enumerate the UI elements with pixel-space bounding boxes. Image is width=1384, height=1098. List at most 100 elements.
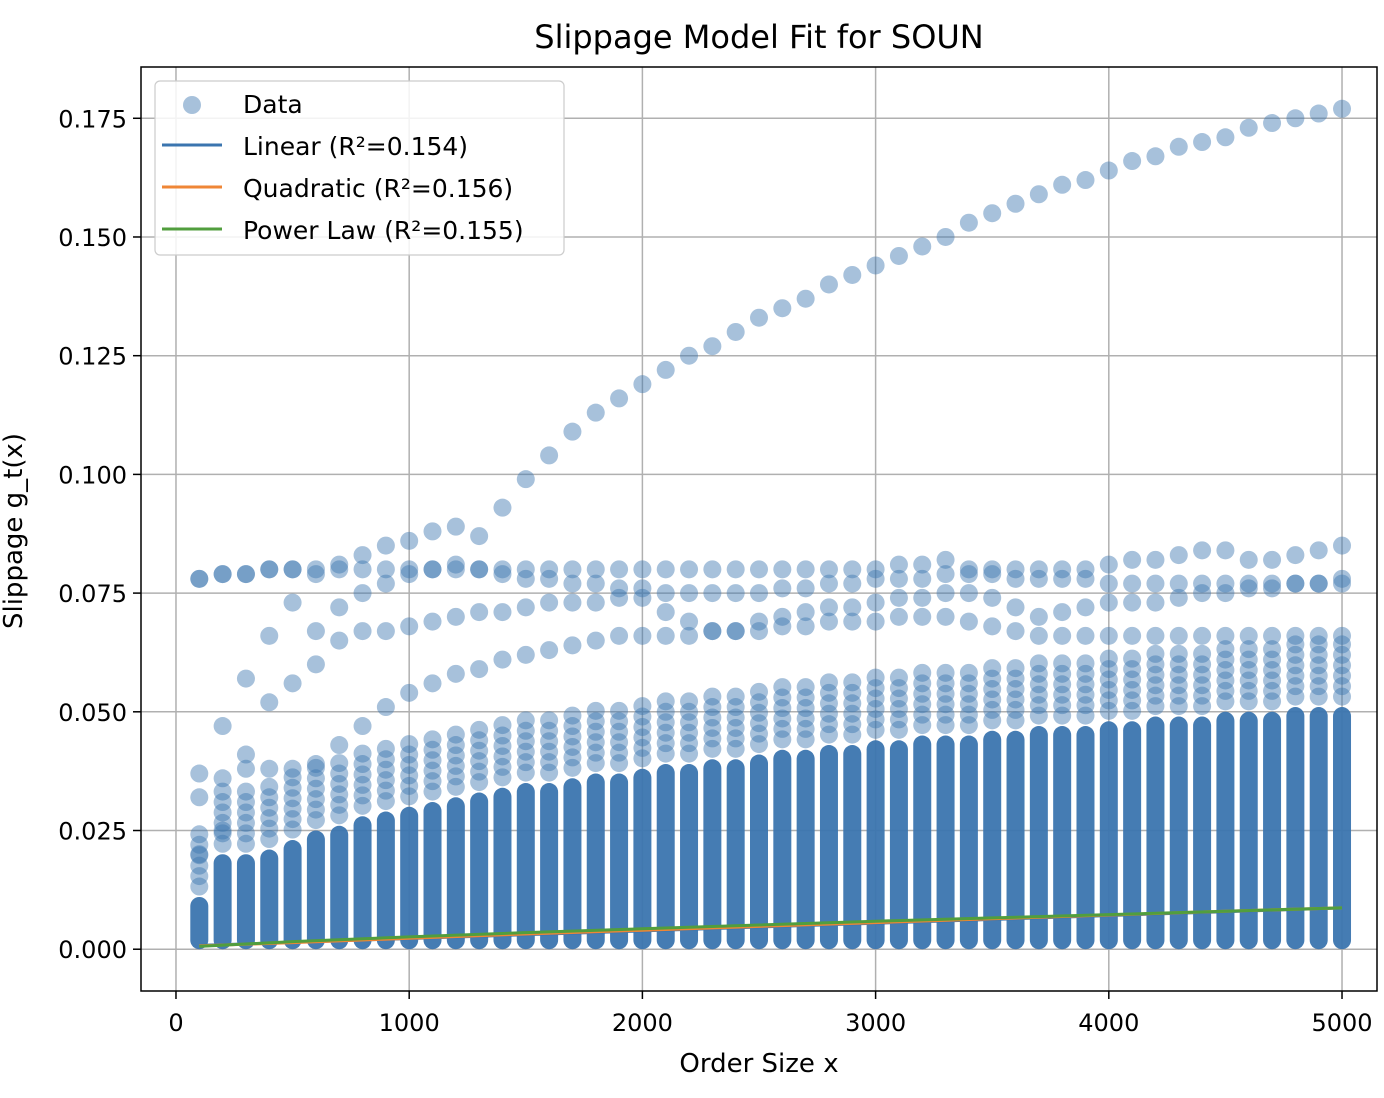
data-point [213,834,232,853]
data-point [773,709,792,728]
data-point [470,741,489,760]
data-point [283,560,302,579]
data-point [446,756,465,775]
data-band-column [1053,726,1072,950]
data-point [1333,677,1352,696]
data-point [959,684,978,703]
data-point [1076,675,1095,694]
data-point [516,753,535,772]
data-point [540,732,559,751]
data-point [1193,541,1212,560]
data-point [843,574,862,593]
data-point [1053,696,1072,715]
data-point [493,560,512,579]
data-point [680,612,699,631]
data-point [540,560,559,579]
data-point [516,732,535,751]
data-band-column [983,730,1002,950]
data-band-column [610,773,629,950]
x-tick-label: 3000 [845,1009,906,1037]
data-point [866,560,885,579]
data-point [983,659,1002,678]
data-band-column [493,787,512,950]
data-point [540,569,559,588]
data-point [330,795,349,814]
data-point [656,723,675,742]
data-point [1006,194,1025,213]
data-point [1029,654,1048,673]
data-point [236,813,255,832]
data-point [446,767,465,786]
data-point [1309,656,1328,675]
data-point [353,744,372,763]
data-point [1239,579,1258,598]
data-point [470,773,489,792]
data-point [983,560,1002,579]
data-point [470,603,489,622]
data-point [703,560,722,579]
data-point [1286,666,1305,685]
data-point [330,754,349,773]
data-point [1053,626,1072,645]
data-point [1216,541,1235,560]
data-point [703,698,722,717]
data-point [959,584,978,603]
data-point [610,733,629,752]
data-point [680,560,699,579]
data-point [1169,588,1188,607]
data-point [726,739,745,758]
data-point [1216,584,1235,603]
data-point [703,739,722,758]
data-point [1193,665,1212,684]
data-point [353,622,372,641]
data-point [1053,603,1072,622]
data-point [306,779,325,798]
data-point [470,527,489,546]
data-point [1239,626,1258,645]
data-point [493,498,512,517]
data-point [1006,711,1025,730]
data-point [1006,622,1025,641]
data-point [936,607,955,626]
data-point [843,612,862,631]
data-point [1169,676,1188,695]
data-band-column [353,816,372,950]
data-point [260,830,279,849]
data-point [1123,574,1142,593]
data-point [656,360,675,379]
data-point [726,698,745,717]
data-point [330,736,349,755]
data-point [1309,541,1328,560]
data-point [423,730,442,749]
data-point [1006,690,1025,709]
data-point [866,668,885,687]
data-point [1309,574,1328,593]
data-point [703,584,722,603]
data-point [516,721,535,740]
data-point [1193,644,1212,663]
data-point [190,569,209,588]
data-point [1239,671,1258,690]
data-point [1333,574,1352,593]
data-point [1333,99,1352,118]
data-point [889,679,908,698]
data-point [796,730,815,749]
data-point [1286,656,1305,675]
data-point [936,550,955,569]
data-point [726,708,745,727]
data-point [563,748,582,767]
data-point [959,565,978,584]
data-point [866,256,885,275]
data-band-column [843,745,862,950]
data-point [819,612,838,631]
data-band-column [796,749,815,950]
data-point [1216,626,1235,645]
data-point [213,782,232,801]
data-point [400,683,419,702]
data-point [610,389,629,408]
data-band-column [1309,707,1328,950]
data-point [1193,626,1212,645]
data-point [1263,681,1282,700]
data-point [516,645,535,664]
